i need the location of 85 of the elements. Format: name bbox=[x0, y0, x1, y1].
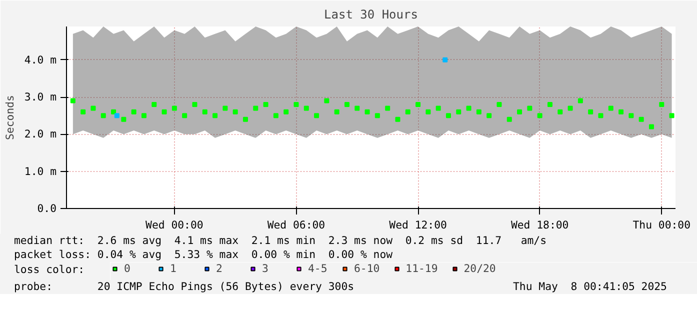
point bbox=[304, 106, 309, 111]
x-tick-label: Wed 18:00 bbox=[510, 218, 569, 232]
point bbox=[517, 109, 522, 114]
point bbox=[588, 109, 594, 114]
text: Thu May 8 00:41:05 2025 bbox=[513, 280, 667, 294]
legend-label: 20/20 bbox=[464, 262, 496, 275]
point bbox=[416, 102, 421, 107]
legend-title: loss color: bbox=[14, 263, 85, 276]
point bbox=[222, 106, 228, 111]
point bbox=[598, 113, 604, 118]
point bbox=[527, 106, 532, 111]
point bbox=[80, 109, 86, 114]
x-tick-label: Wed 06:00 bbox=[267, 218, 326, 232]
point bbox=[162, 109, 167, 114]
y-tick-label: 4.0 m bbox=[24, 53, 56, 66]
point bbox=[648, 124, 654, 130]
point bbox=[436, 106, 441, 111]
point bbox=[618, 109, 624, 114]
point bbox=[446, 113, 451, 118]
point bbox=[192, 102, 198, 107]
chart-title: Last 30 Hours bbox=[324, 8, 418, 22]
point bbox=[70, 98, 76, 104]
point bbox=[344, 102, 350, 107]
legend-label: 0 bbox=[124, 262, 132, 275]
text: median rtt: 2.6 ms avg 4.1 ms max 2.1 ms min 2.3 ms now 0.2 ms sd 11.7 am/s bbox=[14, 234, 546, 248]
point bbox=[232, 109, 238, 114]
point bbox=[659, 102, 664, 107]
legend-label: 4-5 bbox=[308, 262, 328, 275]
point bbox=[506, 116, 512, 122]
point bbox=[466, 106, 472, 111]
text: packet loss: 0.04 % avg 5.33 % max 0.00 % min 0.00 % now bbox=[14, 248, 393, 262]
point bbox=[284, 109, 289, 114]
y-axis-title: Seconds bbox=[3, 95, 16, 140]
x-tick-label: Thu 00:00 bbox=[632, 218, 691, 232]
point bbox=[253, 106, 258, 111]
point bbox=[486, 113, 492, 118]
point bbox=[537, 113, 542, 118]
point bbox=[547, 102, 552, 107]
point bbox=[456, 109, 462, 114]
x-tick-label: Wed 12:00 bbox=[389, 218, 447, 232]
text: probe: 20 ICMP Echo Pings (56 Bytes) every 300s bbox=[14, 280, 356, 294]
point bbox=[324, 98, 330, 104]
point bbox=[202, 109, 208, 114]
point bbox=[405, 109, 410, 114]
point bbox=[100, 113, 106, 118]
point bbox=[121, 116, 126, 122]
point bbox=[578, 98, 583, 104]
point bbox=[496, 102, 502, 107]
point bbox=[152, 102, 157, 107]
legend-label: 3 bbox=[262, 262, 270, 275]
point bbox=[364, 109, 370, 114]
point bbox=[334, 109, 340, 114]
point bbox=[90, 106, 96, 111]
y-tick-label: 0.0 bbox=[37, 202, 57, 215]
point bbox=[294, 102, 299, 107]
y-tick-label: 3.0 m bbox=[24, 90, 56, 104]
point bbox=[263, 102, 268, 107]
point bbox=[182, 113, 188, 118]
point bbox=[242, 116, 248, 122]
point bbox=[638, 116, 644, 122]
point bbox=[172, 106, 177, 111]
legend-label: 6-10 bbox=[354, 262, 380, 275]
point bbox=[568, 106, 573, 111]
point bbox=[141, 113, 146, 118]
point bbox=[395, 116, 400, 122]
point bbox=[608, 106, 614, 111]
legend-label: 2 bbox=[216, 262, 224, 275]
point bbox=[273, 113, 278, 118]
point bbox=[385, 106, 390, 111]
y-tick-label: 1.0 m bbox=[24, 164, 56, 178]
point bbox=[669, 113, 674, 118]
point bbox=[426, 109, 431, 114]
point bbox=[558, 109, 563, 114]
point bbox=[314, 113, 320, 118]
y-tick-label: 2.0 m bbox=[24, 128, 56, 141]
point bbox=[212, 113, 218, 118]
point bbox=[476, 109, 482, 114]
point bbox=[374, 113, 380, 118]
point bbox=[628, 113, 634, 118]
point bbox=[111, 109, 116, 114]
x-tick-label: Wed 00:00 bbox=[146, 218, 204, 232]
point bbox=[131, 109, 136, 114]
point bbox=[354, 106, 360, 111]
legend-label: 11-19 bbox=[406, 262, 438, 275]
legend-label: 1 bbox=[170, 262, 178, 275]
